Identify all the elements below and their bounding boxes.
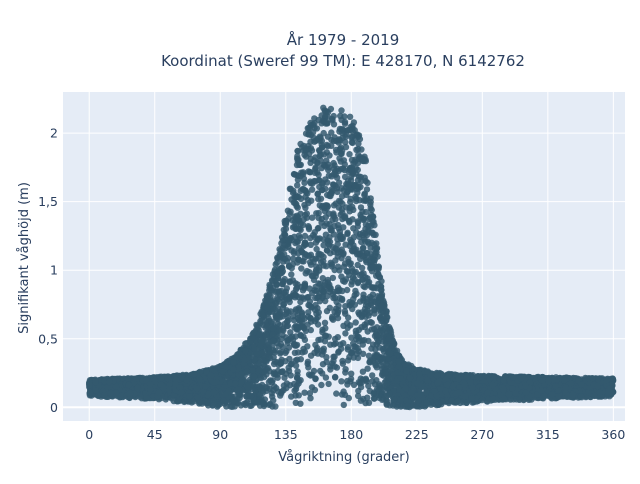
data-point xyxy=(357,298,363,304)
data-point xyxy=(333,390,339,396)
data-point xyxy=(274,259,280,265)
data-point xyxy=(335,264,341,270)
data-point xyxy=(287,209,293,215)
data-point xyxy=(283,348,289,354)
data-point xyxy=(322,107,328,113)
data-point xyxy=(353,319,359,325)
data-point xyxy=(349,157,355,163)
data-point xyxy=(305,309,311,315)
data-point xyxy=(322,320,328,326)
data-point xyxy=(289,217,295,223)
data-point xyxy=(347,243,353,249)
data-point xyxy=(327,305,333,311)
data-point xyxy=(355,146,361,152)
data-point xyxy=(364,186,370,192)
data-point xyxy=(302,348,308,354)
data-point xyxy=(347,237,353,243)
chart-subtitle: Koordinat (Sweref 99 TM): E 428170, N 61… xyxy=(161,52,525,70)
data-point xyxy=(341,402,347,408)
data-point xyxy=(323,374,329,380)
data-point xyxy=(320,262,326,268)
data-point xyxy=(335,303,341,309)
data-point xyxy=(325,381,331,387)
data-point xyxy=(331,121,337,127)
data-point xyxy=(285,323,291,329)
data-point xyxy=(277,350,283,356)
data-point xyxy=(327,250,333,256)
data-point xyxy=(307,139,313,145)
chart-title: År 1979 - 2019 xyxy=(287,30,400,49)
data-point xyxy=(288,271,294,277)
data-point xyxy=(341,113,347,119)
data-point xyxy=(315,321,321,327)
data-point xyxy=(359,265,365,271)
data-point xyxy=(296,257,302,263)
data-point xyxy=(353,183,359,189)
data-point xyxy=(278,390,284,396)
data-point xyxy=(259,318,265,324)
data-point xyxy=(280,368,286,374)
data-point xyxy=(328,227,334,233)
data-point xyxy=(311,350,317,356)
data-point xyxy=(355,388,361,394)
data-point xyxy=(342,139,348,145)
data-point xyxy=(349,306,355,312)
data-point xyxy=(332,374,338,380)
data-point xyxy=(338,107,344,113)
data-point xyxy=(293,400,299,406)
data-point xyxy=(338,378,344,384)
data-point xyxy=(349,300,355,306)
data-point xyxy=(309,187,315,193)
data-point xyxy=(318,382,324,388)
data-point xyxy=(301,390,307,396)
data-point xyxy=(367,319,373,325)
data-point xyxy=(298,265,304,271)
data-point xyxy=(345,314,351,320)
data-point xyxy=(347,114,353,120)
data-point xyxy=(335,222,341,228)
data-point xyxy=(348,281,354,287)
data-point xyxy=(295,177,301,183)
data-point xyxy=(314,160,320,166)
data-point xyxy=(360,396,366,402)
data-point xyxy=(251,356,257,362)
data-point xyxy=(309,215,315,221)
data-point xyxy=(286,279,292,285)
data-point xyxy=(324,220,330,226)
data-point xyxy=(346,151,352,157)
data-point xyxy=(293,363,299,369)
data-point xyxy=(291,341,297,347)
data-point xyxy=(360,369,366,375)
data-point xyxy=(330,358,336,364)
data-point xyxy=(328,129,334,135)
data-point xyxy=(301,180,307,186)
data-point xyxy=(323,157,329,163)
data-point xyxy=(295,349,301,355)
data-point xyxy=(309,384,315,390)
